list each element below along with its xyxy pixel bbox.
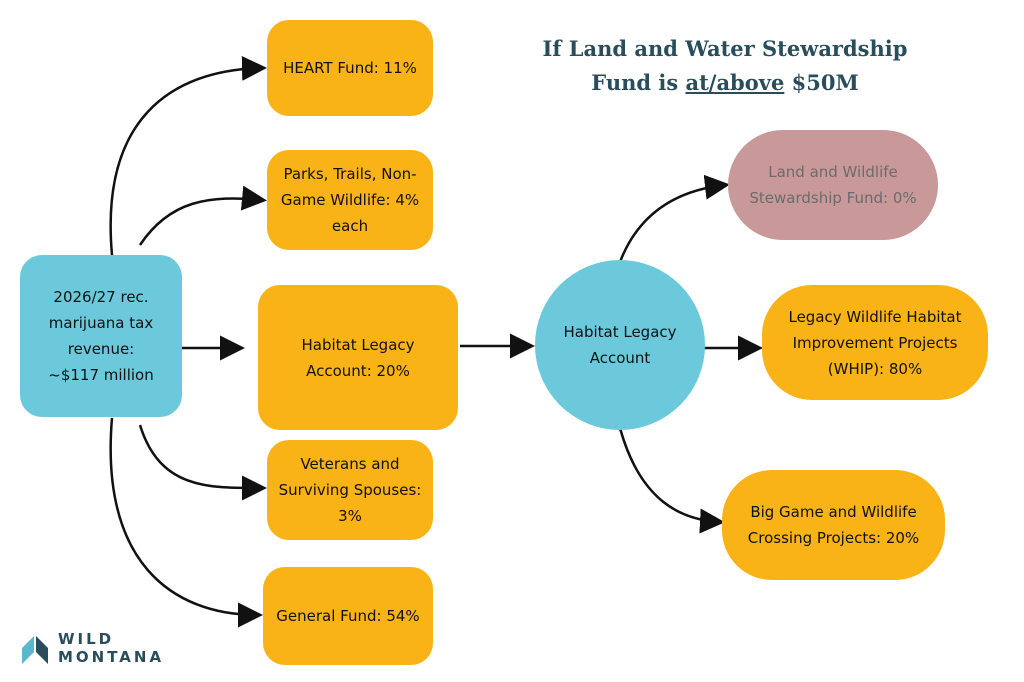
node-whip: Legacy Wildlife Habitat Improvement Proje… — [762, 285, 988, 400]
node-label: 3% — [338, 507, 362, 525]
node-label: revenue: — [67, 340, 135, 358]
node-label: marijuana tax — [48, 314, 154, 332]
node-label: Improvement Projects — [792, 333, 958, 352]
logo-text: WILD — [58, 630, 115, 648]
title-line: If Land and Water Stewardship — [542, 36, 908, 61]
node-label: ~$117 million — [48, 366, 154, 384]
title-part: at/above — [685, 70, 785, 95]
node-label: each — [331, 217, 369, 235]
node-label: Crossing Projects: 20% — [747, 529, 920, 547]
node-label: Account — [589, 349, 651, 367]
node-habitat: Habitat Legacy Account: 20% — [258, 285, 458, 430]
title-part: Fund is — [591, 70, 679, 95]
node-general: General Fund: 54% — [263, 567, 433, 665]
title-line: Fund is at/above $50M — [470, 66, 980, 100]
node-veterans: Veterans and Surviving Spouses: 3% — [267, 440, 433, 540]
logo-text: MONTANA — [58, 648, 165, 666]
node-label: Big Game and Wildlife — [750, 503, 917, 521]
node-heart: HEART Fund: 11% — [267, 20, 433, 116]
logo: WILD MONTANA — [58, 630, 164, 666]
node-lwsf: Land and Wildlife Stewardship Fund: 0% — [728, 130, 938, 240]
node-label: 2026/27 rec. — [53, 288, 149, 306]
node-hla: Habitat Legacy Account — [535, 260, 705, 430]
node-parks: Parks, Trails, Non- Game Wildlife: 4% each — [267, 150, 433, 250]
title-part: $50M — [791, 70, 859, 95]
title: If Land and Water Stewardship Fund is at… — [470, 32, 980, 100]
node-label: Surviving Spouses: — [278, 481, 422, 499]
node-source: 2026/27 rec. marijuana tax revenue: ~$117 m… — [20, 255, 182, 417]
node-label: Legacy Wildlife Habitat — [788, 307, 962, 326]
node-label: General Fund: 54% — [276, 607, 420, 625]
node-label: Account: 20% — [306, 361, 410, 380]
node-biggame: Big Game and Wildlife Crossing Projects: … — [722, 470, 945, 580]
node-label: Stewardship Fund: 0% — [749, 189, 917, 207]
node-label: Habitat Legacy — [563, 323, 677, 341]
node-label: (WHIP): 80% — [827, 359, 923, 378]
node-label: Game Wildlife: 4% — [280, 191, 420, 209]
node-label: Habitat Legacy — [301, 335, 415, 354]
node-label: HEART Fund: 11% — [283, 59, 417, 77]
node-label: Veterans and — [300, 455, 400, 473]
logo-icon — [22, 636, 48, 664]
node-label: Land and Wildlife — [768, 163, 898, 181]
node-label: Parks, Trails, Non- — [283, 165, 417, 183]
